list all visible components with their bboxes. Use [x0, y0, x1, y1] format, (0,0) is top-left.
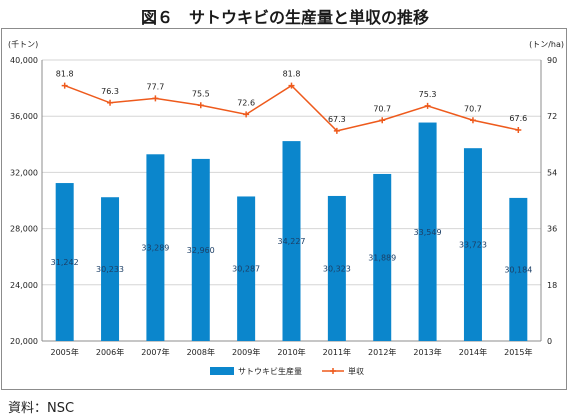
legend-label-yield: 単収 — [348, 366, 364, 376]
bar-value-label: 30,184 — [504, 265, 532, 274]
bar-value-label: 31,889 — [368, 253, 396, 262]
bar-value-label: 32,960 — [187, 246, 215, 255]
bar-production — [55, 183, 74, 341]
bar-production — [327, 195, 346, 341]
y-tick-label-left: 28,000 — [10, 225, 38, 234]
line-value-label: 72.6 — [237, 98, 255, 107]
bar-value-label: 33,289 — [141, 244, 169, 253]
line-value-label: 70.7 — [373, 104, 391, 113]
bar-production — [237, 196, 256, 341]
line-point-yield — [61, 82, 68, 89]
bar-value-label: 33,549 — [414, 228, 442, 237]
y-tick-label-left: 24,000 — [10, 281, 38, 290]
bar-value-label: 34,227 — [278, 237, 306, 246]
x-tick-label: 2014年 — [459, 347, 487, 357]
combo-chart: 20,000 24,000 28,000 32,000 36,000 40,000 0 18 3… — [8, 39, 564, 376]
chart-frame: 20,000 24,000 28,000 32,000 36,000 40,000 0 18 3… — [1, 28, 567, 390]
line-value-label: 77.7 — [147, 82, 165, 91]
line-value-label: 70.7 — [464, 104, 482, 113]
line-point-yield — [288, 82, 295, 89]
x-tick-label: 2015年 — [504, 347, 532, 357]
line-point-yield — [107, 99, 114, 106]
bar-production — [509, 197, 528, 341]
y-tick-label-right: 90 — [547, 56, 557, 65]
y-tick-label-left: 40,000 — [10, 56, 38, 65]
line-value-label: 75.3 — [419, 90, 437, 99]
line-point-yield — [379, 117, 386, 124]
bar-value-label: 30,233 — [96, 265, 124, 274]
line-value-label: 76.3 — [101, 87, 119, 96]
bar-production — [101, 197, 120, 341]
bar-production — [146, 154, 165, 341]
line-point-yield — [469, 117, 476, 124]
bar-value-label: 30,287 — [232, 265, 260, 274]
y-axis-left-label: (千トン) — [8, 39, 38, 49]
bar-value-label: 31,242 — [51, 258, 79, 267]
line-value-label: 81.8 — [283, 70, 301, 79]
x-tick-label: 2011年 — [323, 347, 351, 357]
bar-production — [282, 141, 301, 341]
line-point-yield — [197, 102, 204, 109]
legend-marker-yield — [330, 368, 336, 374]
y-tick-label-right: 0 — [547, 337, 552, 346]
y-axis-right-label: (トン/ha) — [529, 40, 564, 49]
line-point-yield — [515, 126, 522, 133]
line-value-label: 67.6 — [509, 114, 527, 123]
bar-production — [463, 148, 482, 341]
x-tick-label: 2008年 — [187, 347, 215, 357]
x-tick-label: 2013年 — [413, 347, 441, 357]
line-value-label: 81.8 — [56, 70, 74, 79]
line-point-yield — [243, 111, 250, 118]
x-tick-label: 2007年 — [141, 347, 169, 357]
y-tick-label-right: 72 — [547, 112, 557, 121]
source-note: 資料：NSC — [8, 401, 75, 416]
bar-value-label: 33,723 — [459, 241, 487, 250]
line-point-yield — [333, 127, 340, 134]
x-tick-label: 2012年 — [368, 347, 396, 357]
x-tick-label: 2010年 — [277, 347, 305, 357]
legend-label-production: サトウキビ生産量 — [238, 366, 302, 376]
x-tick-label: 2005年 — [51, 347, 79, 357]
line-point-yield — [424, 102, 431, 109]
line-yield — [64, 84, 519, 132]
line-point-yield — [152, 95, 159, 102]
bar-production — [373, 173, 392, 341]
legend-swatch-production — [210, 367, 234, 375]
bar-production — [191, 158, 210, 341]
bar-value-label: 30,323 — [323, 264, 351, 273]
x-tick-label: 2009年 — [232, 347, 260, 357]
bar-production — [418, 122, 437, 341]
line-value-label: 75.5 — [192, 89, 210, 98]
line-value-label: 67.3 — [328, 115, 346, 124]
y-tick-label-right: 18 — [547, 281, 557, 290]
y-tick-label-right: 36 — [547, 225, 557, 234]
y-tick-label-left: 20,000 — [10, 337, 38, 346]
y-tick-label-right: 54 — [547, 168, 557, 177]
chart-title: 図６ サトウキビの生産量と単収の推移 — [140, 8, 429, 27]
y-tick-label-left: 36,000 — [10, 112, 38, 121]
y-tick-label-left: 32,000 — [10, 168, 38, 177]
x-tick-label: 2006年 — [96, 347, 124, 357]
